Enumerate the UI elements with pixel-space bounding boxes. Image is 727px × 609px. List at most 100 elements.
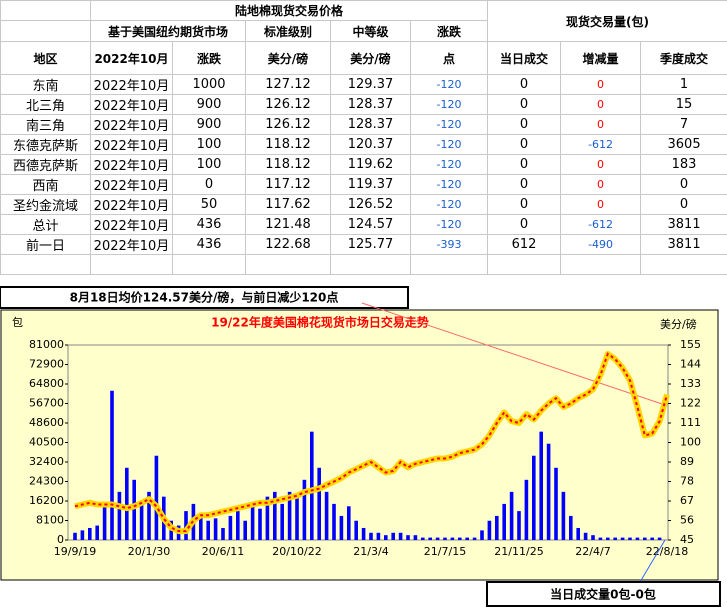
y-tick-label: 72900 [29,358,64,371]
y2-tick-label: 133 [680,377,701,390]
bar [287,491,292,540]
table-cell: 2022年10月 [90,194,173,215]
table-cell: -612 [560,214,642,235]
bar [569,515,573,540]
table-cell: 2022年10月 [90,154,173,175]
bar [310,431,314,540]
x-tick-label: 21/11/25 [494,545,543,558]
bar [406,535,410,540]
x-tick-label: 20/10/22 [272,545,321,558]
bar [206,520,210,540]
y-tick-label: 40500 [29,436,64,449]
bar [502,503,506,540]
bar [613,537,617,540]
bar [598,537,603,540]
bar [324,491,329,540]
bar [139,503,144,540]
table-cell: 15 [640,94,727,115]
bar [561,491,566,540]
bar [354,520,358,540]
bar [583,532,588,540]
empty-cell [409,254,489,275]
y-axis-label: 包 [12,316,23,329]
y2-tick-label: 155 [680,338,701,351]
table-cell: 3811 [640,214,727,235]
bar [546,443,551,540]
bar [154,455,159,540]
bar [273,491,277,540]
bar [369,532,373,540]
y-tick-label: 81000 [29,338,64,351]
y-tick-label: 64800 [29,377,64,390]
price-line [74,352,668,533]
bar [391,532,395,540]
bar [472,537,477,540]
bar [487,520,492,540]
x-tick-label: 20/6/11 [202,545,244,558]
table-cell: -120 [409,194,489,215]
x-tick-label: 22/4/7 [575,545,610,558]
y2-tick-label: 67 [680,494,694,507]
x-tick-label: 21/7/15 [424,545,466,558]
bar [643,537,647,540]
table-cell: 西南 [0,174,91,195]
bar [102,503,107,540]
bar [398,532,403,540]
bar [332,503,336,540]
bar [347,506,351,540]
bar [376,532,381,540]
bar [88,527,92,540]
bar [221,527,225,540]
table-cell: 117.62 [245,194,331,215]
bar [228,515,233,540]
bar [458,537,462,540]
bar [317,467,321,540]
bar [95,525,99,540]
table-cell: 900 [172,114,246,135]
bar [243,520,247,540]
y2-axis-label: 美分/磅 [660,317,697,331]
y2-tick-label: 45 [680,533,694,546]
table-cell: 北三角 [0,94,91,115]
bar [606,537,610,540]
bar [635,537,640,540]
bar [450,537,455,540]
bar [302,479,307,540]
group-header: 现货交易量(包) [487,0,727,42]
note-box [0,286,409,309]
table-cell: 119.37 [330,174,411,195]
note-box [486,581,721,607]
table-cell: -490 [560,234,642,255]
bar [147,491,151,540]
bar [125,467,129,540]
table-row: 前一日 2022年10月 436 122.68 125.77 -393 612 -490 381… [0,234,727,255]
bar [361,527,366,540]
bar [650,537,654,540]
x-tick-label: 20/1/30 [128,545,170,558]
y-tick-label: 16200 [29,494,64,507]
bar [591,535,595,540]
y2-tick-label: 111 [680,416,701,429]
y2-tick-label: 144 [680,358,701,371]
note: 当日成交量0包-0包 [550,587,656,602]
bar [384,535,388,540]
y-tick-label: 24300 [29,475,64,488]
table-row: 西南 2022年10月 0 117.12 119.37 -120 0 0 0 [0,174,727,195]
bar [509,491,514,540]
y-tick-label: 32400 [29,455,64,468]
bar [413,535,418,540]
y2-tick-label: 56 [680,514,694,527]
table-cell: 3811 [640,234,727,255]
bar [620,537,625,540]
bar [524,479,529,540]
table-cell: 125.77 [330,234,411,255]
bar [258,508,262,540]
note-pointer [361,302,666,406]
column-header: 美分/磅 [245,41,331,75]
table-cell: 1000 [172,74,246,95]
bar [539,431,543,540]
y2-tick-label: 89 [680,455,694,468]
table-cell: 121.48 [245,214,331,235]
